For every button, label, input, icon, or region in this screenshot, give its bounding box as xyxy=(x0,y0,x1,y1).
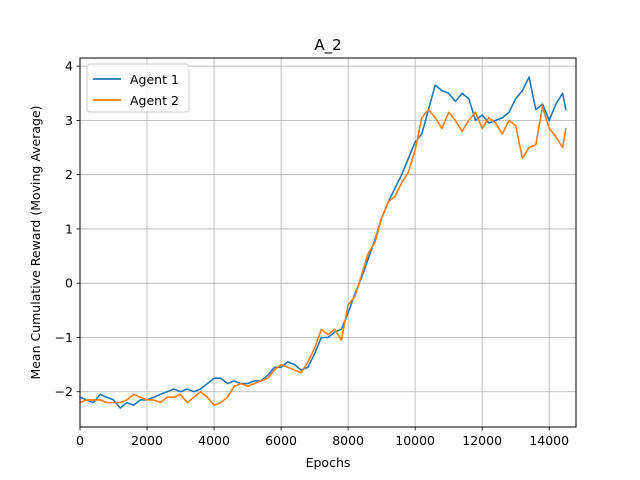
legend-label-agent-1: Agent 1 xyxy=(130,72,179,87)
series-lines xyxy=(79,76,567,409)
x-tick-label: 0 xyxy=(76,433,84,448)
y-tick-label: 0 xyxy=(65,276,73,291)
series-line-agent-1 xyxy=(79,76,567,409)
series-line-agent-2 xyxy=(79,106,567,407)
y-tick-label: 3 xyxy=(65,113,73,128)
y-tick-label: −2 xyxy=(55,384,73,399)
x-tick-label: 12000 xyxy=(462,433,502,448)
y-tick-label: 2 xyxy=(65,167,73,182)
x-axis-label: Epochs xyxy=(306,455,351,470)
y-tick-label: 1 xyxy=(65,221,73,236)
x-tick-label: 4000 xyxy=(198,433,230,448)
x-tick-label: 10000 xyxy=(395,433,435,448)
legend: Agent 1 Agent 2 xyxy=(86,63,190,113)
x-tick-label: 6000 xyxy=(265,433,297,448)
y-axis-label: Mean Cumulative Reward (Moving Average) xyxy=(28,105,43,379)
y-tick-label: 4 xyxy=(65,59,73,74)
x-tick-label: 8000 xyxy=(332,433,364,448)
x-tick-label: 14000 xyxy=(529,433,569,448)
y-tick-label: −1 xyxy=(55,330,73,345)
chart-title: A_2 xyxy=(314,36,341,55)
axis-ticks: 0 2000 4000 6000 8000 10000 12000 14000 −2 −1 0 1 2 3… xyxy=(55,59,570,448)
legend-label-agent-2: Agent 2 xyxy=(130,93,179,108)
x-tick-label: 2000 xyxy=(131,433,163,448)
axes-frame xyxy=(79,57,577,428)
